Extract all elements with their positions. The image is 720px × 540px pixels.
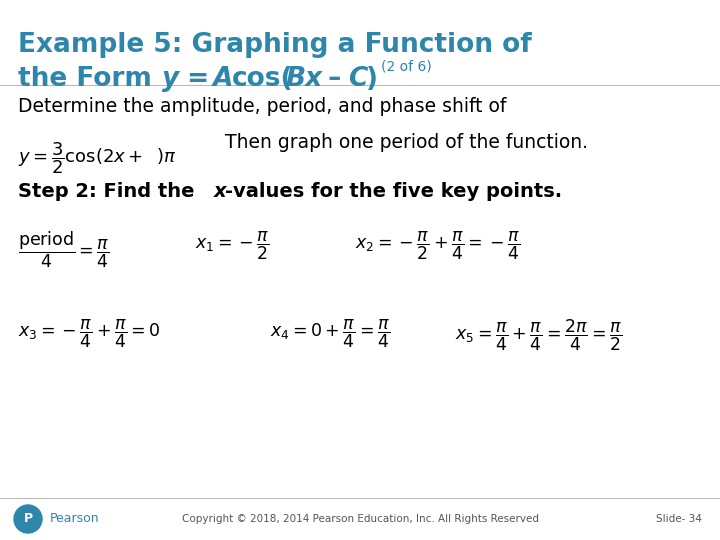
Text: ): ) — [366, 66, 378, 92]
Text: $x_2 = -\dfrac{\pi}{2} + \dfrac{\pi}{4} = -\dfrac{\pi}{4}$: $x_2 = -\dfrac{\pi}{2} + \dfrac{\pi}{4} … — [355, 230, 520, 262]
Text: Step 2: Find the: Step 2: Find the — [18, 182, 202, 201]
Text: $y = \dfrac{3}{2}\mathrm{cos}(2x + \;\;)\pi$: $y = \dfrac{3}{2}\mathrm{cos}(2x + \;\;)… — [18, 140, 176, 176]
Text: Slide- 34: Slide- 34 — [656, 514, 702, 524]
Text: Copyright © 2018, 2014 Pearson Education, Inc. All Rights Reserved: Copyright © 2018, 2014 Pearson Education… — [181, 514, 539, 524]
Text: A: A — [213, 66, 233, 92]
Text: (2 of 6): (2 of 6) — [381, 60, 432, 74]
Text: $x_3 = -\dfrac{\pi}{4} + \dfrac{\pi}{4} = 0$: $x_3 = -\dfrac{\pi}{4} + \dfrac{\pi}{4} … — [18, 318, 161, 350]
Text: Bx: Bx — [285, 66, 322, 92]
Text: Then graph one period of the function.: Then graph one period of the function. — [225, 133, 588, 152]
Text: =: = — [178, 66, 218, 92]
Text: P: P — [24, 512, 32, 525]
Text: –: – — [319, 66, 351, 92]
Text: $x_1 = -\dfrac{\pi}{2}$: $x_1 = -\dfrac{\pi}{2}$ — [195, 230, 270, 262]
Text: cos(: cos( — [232, 66, 294, 92]
Text: x: x — [214, 182, 227, 201]
Text: $x_5 = \dfrac{\pi}{4} + \dfrac{\pi}{4} = \dfrac{2\pi}{4} = \dfrac{\pi}{2}$: $x_5 = \dfrac{\pi}{4} + \dfrac{\pi}{4} =… — [455, 318, 623, 353]
Circle shape — [14, 505, 42, 533]
Text: $\dfrac{\mathrm{period}}{4} = \dfrac{\pi}{4}$: $\dfrac{\mathrm{period}}{4} = \dfrac{\pi… — [18, 230, 110, 271]
Text: the Form: the Form — [18, 66, 161, 92]
Text: y: y — [162, 66, 179, 92]
Text: Determine the amplitude, period, and phase shift of: Determine the amplitude, period, and pha… — [18, 97, 506, 116]
Text: C: C — [348, 66, 367, 92]
Text: $x_4 = 0 + \dfrac{\pi}{4} = \dfrac{\pi}{4}$: $x_4 = 0 + \dfrac{\pi}{4} = \dfrac{\pi}{… — [270, 318, 390, 350]
Text: Pearson: Pearson — [50, 512, 99, 525]
Text: -values for the five key points.: -values for the five key points. — [225, 182, 562, 201]
Text: Example 5: Graphing a Function of: Example 5: Graphing a Function of — [18, 32, 532, 58]
